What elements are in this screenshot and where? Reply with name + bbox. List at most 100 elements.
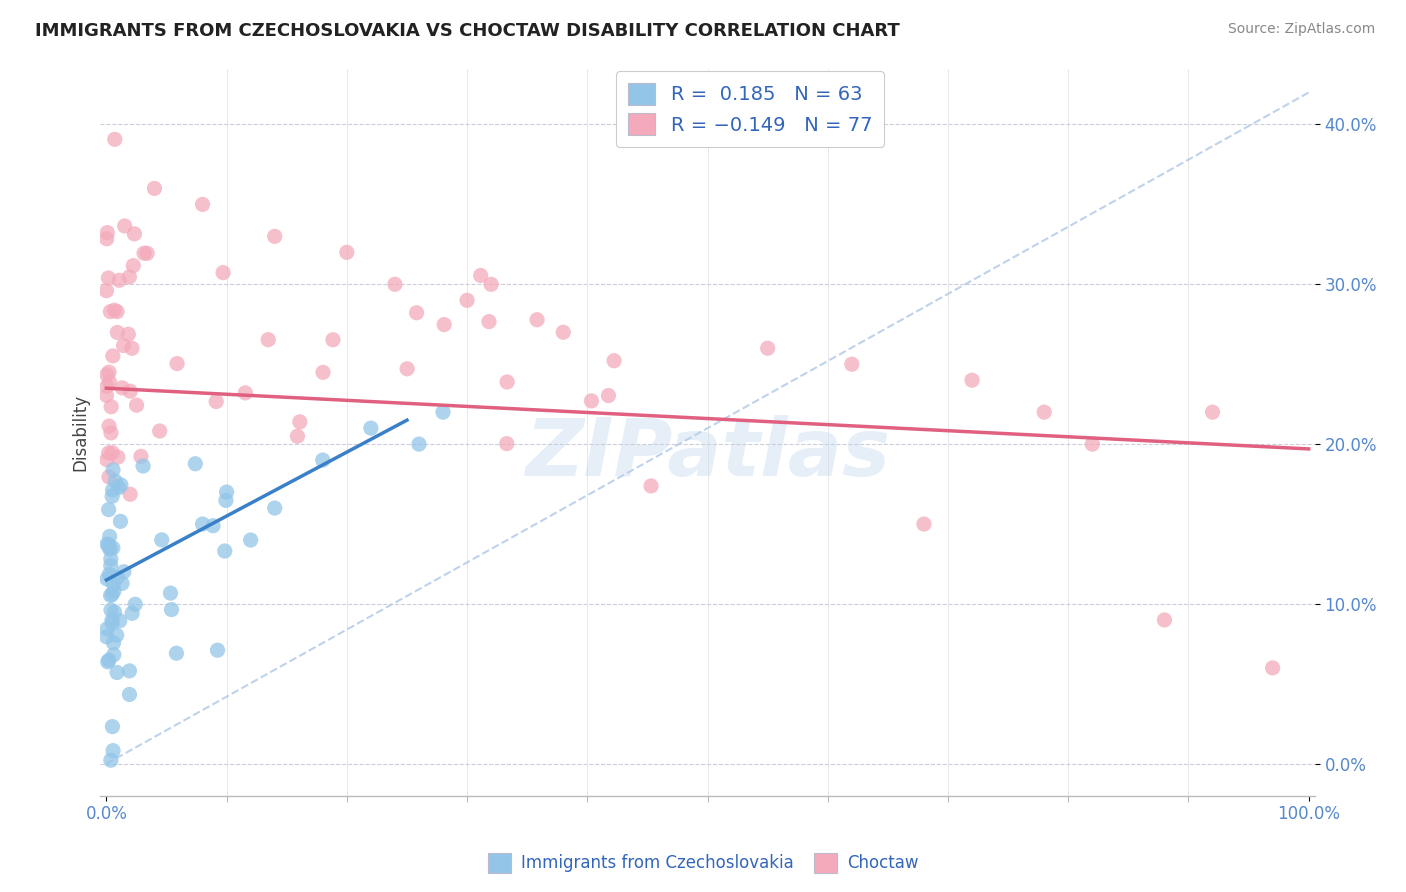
Point <box>96 452 118 467</box>
Point <box>603 353 626 368</box>
Point <box>101 541 124 555</box>
Point <box>257 333 280 347</box>
Point <box>98 304 121 318</box>
Point <box>108 614 131 628</box>
Point <box>111 381 134 395</box>
Point <box>478 315 501 329</box>
Point <box>405 306 427 320</box>
Point <box>288 415 311 429</box>
Point <box>105 665 128 680</box>
Point <box>287 429 309 443</box>
Point <box>149 424 172 438</box>
Point <box>433 318 456 332</box>
Point <box>100 425 122 440</box>
Point <box>100 753 122 767</box>
Point <box>263 501 285 516</box>
Point <box>103 303 125 318</box>
Point <box>312 365 335 379</box>
Point <box>112 565 135 579</box>
Point <box>98 529 121 543</box>
Point <box>640 479 662 493</box>
Point <box>101 615 124 630</box>
Point <box>117 327 139 342</box>
Point <box>105 628 128 642</box>
Point <box>96 630 118 644</box>
Point <box>107 450 129 465</box>
Point <box>912 516 935 531</box>
Point <box>581 393 603 408</box>
Point <box>841 357 863 371</box>
Point <box>1081 437 1104 451</box>
Point <box>456 293 478 308</box>
Point <box>496 375 519 389</box>
Point <box>215 493 238 508</box>
Point <box>105 304 128 318</box>
Point <box>495 436 517 450</box>
Point <box>96 226 118 240</box>
Point <box>100 589 122 603</box>
Point <box>96 368 118 382</box>
Point <box>384 277 406 292</box>
Point <box>98 375 121 389</box>
Y-axis label: Disability: Disability <box>72 393 89 471</box>
Point <box>132 246 155 260</box>
Point <box>756 341 779 355</box>
Point <box>191 516 214 531</box>
Point <box>159 586 181 600</box>
Point <box>184 457 207 471</box>
Point <box>97 655 120 669</box>
Point <box>96 379 118 393</box>
Point <box>108 273 131 287</box>
Point <box>97 538 120 552</box>
Point <box>97 502 120 516</box>
Point <box>408 437 430 451</box>
Point <box>105 570 128 584</box>
Point <box>136 246 159 260</box>
Point <box>118 269 141 284</box>
Point <box>96 572 118 586</box>
Point <box>105 326 128 340</box>
Point <box>96 232 118 246</box>
Point <box>263 229 285 244</box>
Point <box>104 474 127 488</box>
Point <box>101 349 124 363</box>
Point <box>100 400 122 414</box>
Point <box>103 577 125 591</box>
Point <box>101 744 124 758</box>
Point <box>100 603 122 617</box>
Point <box>336 245 359 260</box>
Point <box>100 558 122 573</box>
Legend: Immigrants from Czechoslovakia, Choctaw: Immigrants from Czechoslovakia, Choctaw <box>481 847 925 880</box>
Point <box>112 338 135 352</box>
Point <box>98 365 121 379</box>
Point <box>215 485 238 500</box>
Point <box>120 384 142 399</box>
Point <box>322 333 344 347</box>
Point <box>124 597 146 611</box>
Point <box>98 541 121 555</box>
Point <box>100 552 122 566</box>
Point <box>101 613 124 627</box>
Point <box>101 587 124 601</box>
Point <box>121 341 143 355</box>
Point <box>122 259 145 273</box>
Point <box>97 446 120 460</box>
Point <box>121 607 143 621</box>
Point <box>110 514 132 528</box>
Point <box>233 385 256 400</box>
Point <box>98 542 121 557</box>
Point <box>107 481 129 495</box>
Point <box>103 605 125 619</box>
Point <box>103 648 125 662</box>
Point <box>165 646 187 660</box>
Point <box>97 271 120 285</box>
Point <box>101 445 124 459</box>
Point <box>396 361 419 376</box>
Point <box>101 720 124 734</box>
Point <box>103 636 125 650</box>
Point <box>526 312 548 326</box>
Point <box>118 688 141 702</box>
Point <box>1153 613 1175 627</box>
Legend: R =  0.185   N = 63, R = −0.149   N = 77: R = 0.185 N = 63, R = −0.149 N = 77 <box>616 71 884 147</box>
Point <box>101 489 124 503</box>
